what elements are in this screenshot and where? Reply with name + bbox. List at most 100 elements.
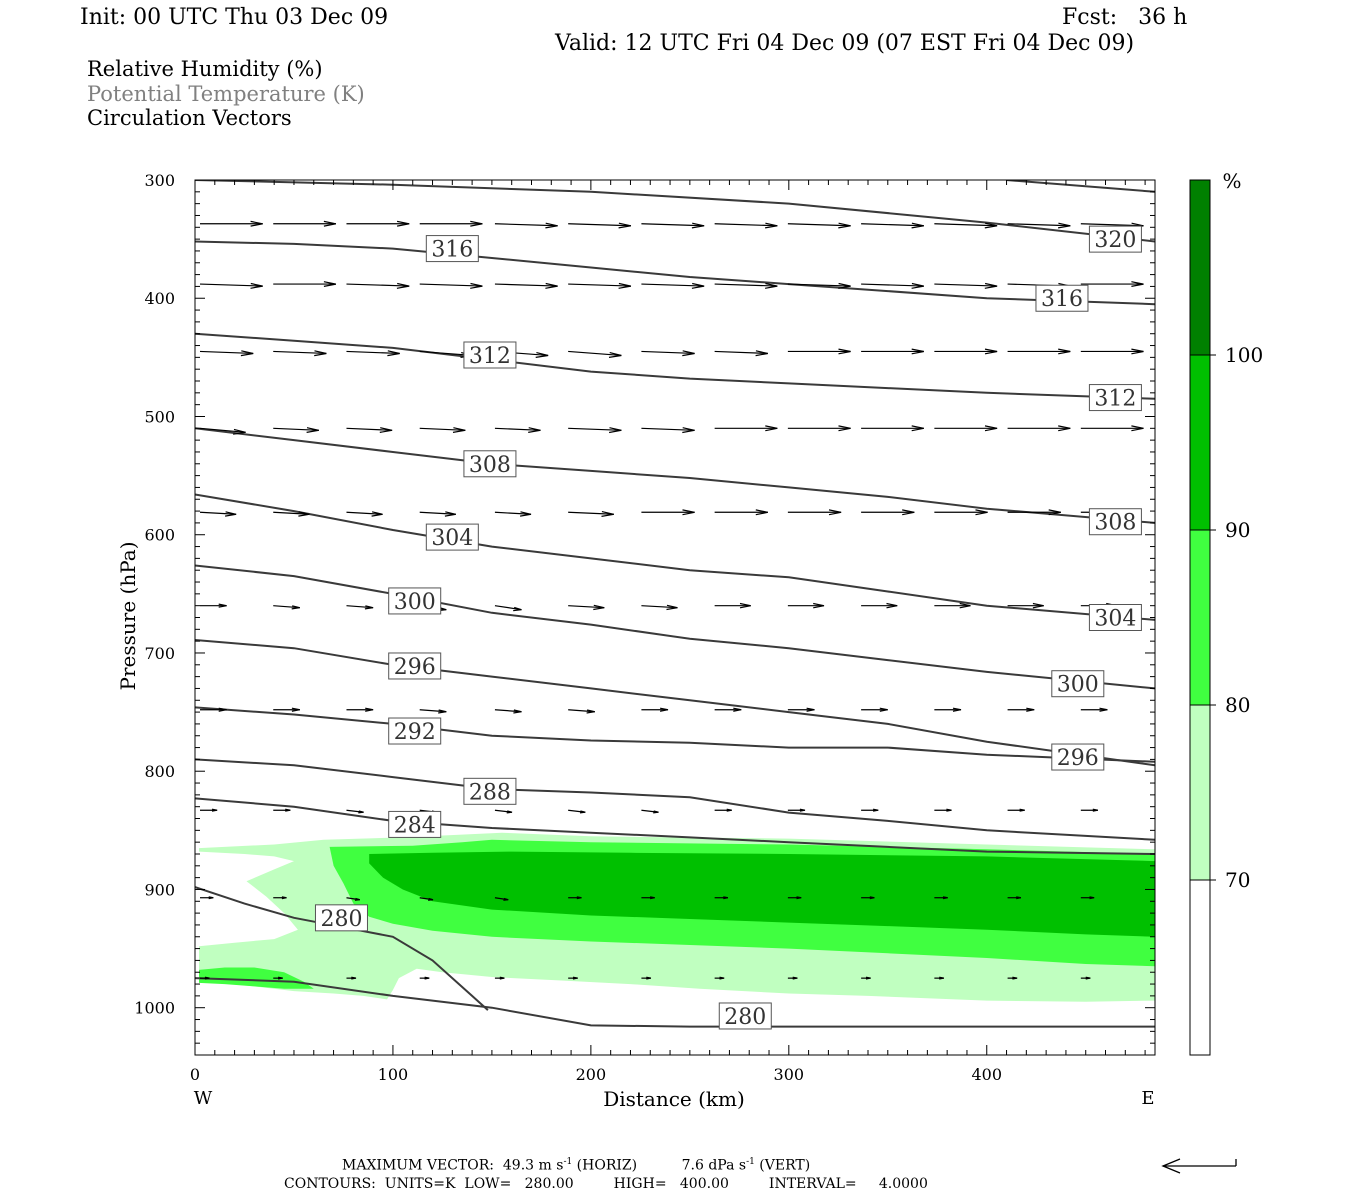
contour-label-text: 316 [431, 238, 473, 263]
circulation-vector [419, 976, 430, 980]
vector-shaft [861, 283, 924, 287]
circulation-vector [641, 976, 652, 980]
contour-label-box [718, 1002, 772, 1030]
circulation-vector [200, 603, 227, 608]
contour-label-text: 312 [1094, 387, 1136, 412]
vector-head [666, 604, 678, 611]
vector-shaft [419, 427, 466, 431]
vector-head [545, 222, 558, 229]
contour-label: 288 [463, 777, 517, 805]
contour-label: 316 [425, 235, 479, 263]
vector-head [1019, 808, 1025, 812]
circulation-vector [568, 350, 622, 358]
circulation-vector [494, 605, 522, 612]
contour-label-text: 308 [469, 453, 511, 478]
vector-head [233, 428, 246, 435]
theta-contour-320 [1006, 180, 1155, 193]
vector-shaft [199, 283, 263, 287]
vector-head [387, 350, 400, 357]
vector-head [838, 222, 851, 229]
x-tick-label: 300 [774, 1065, 805, 1084]
vector-head [765, 425, 778, 432]
colorbar-label: 100 [1225, 343, 1263, 367]
circulation-vector [568, 709, 595, 714]
vector-shaft [714, 283, 778, 287]
valid-time: Valid: 12 UTC Fri 04 Dec 09 (07 EST Fri … [555, 31, 1135, 56]
circulation-vector [1080, 425, 1144, 432]
contour-label-box [388, 717, 442, 745]
vector-head [208, 896, 214, 900]
vector-head [1099, 707, 1108, 712]
circulation-vector [861, 222, 924, 229]
vector-head [869, 896, 875, 900]
circulation-vector [346, 809, 364, 814]
vector-head [506, 810, 513, 814]
vector-shaft [568, 223, 631, 227]
circulation-vector [273, 281, 337, 287]
vector-head [1131, 281, 1144, 287]
contour-label-text: 284 [394, 813, 436, 838]
vector-head [545, 282, 558, 289]
reference-vector [1161, 1158, 1237, 1174]
circulation-vector [273, 808, 291, 812]
circulation-vector [1080, 281, 1144, 287]
vector-shaft [273, 427, 319, 431]
vector-shaft [419, 511, 456, 515]
rh-region-90 [369, 851, 1155, 937]
vector-shaft [568, 511, 614, 515]
vector-head [1089, 896, 1095, 900]
vector-head [285, 808, 291, 812]
rh-region-80 [199, 967, 314, 989]
x-tick-label: 400 [971, 1065, 1002, 1084]
vector-shaft [419, 283, 483, 287]
vector-head [1026, 707, 1035, 712]
forecast-hour: Fcst: 36 h [1062, 5, 1188, 30]
vector-shaft [346, 511, 383, 515]
circulation-vector [273, 976, 283, 980]
circulation-vector [861, 602, 898, 609]
contour-label-box [388, 587, 442, 615]
init-time: Init: 00 UTC Thu 03 Dec 09 [80, 5, 389, 30]
colorbar-unit: % [1222, 169, 1241, 193]
vector-head [911, 222, 924, 229]
circulation-vector [1007, 602, 1044, 609]
vector-head [1057, 222, 1071, 229]
circulation-vector [861, 509, 915, 516]
contour-label: 304 [425, 523, 479, 551]
circulation-vector [568, 896, 582, 900]
y-axis-label: Pressure (hPa) [116, 542, 140, 691]
vector-shaft [714, 223, 778, 227]
vector-head [984, 425, 998, 432]
vector-head [1048, 509, 1061, 516]
contour-label: 316 [1035, 284, 1089, 312]
contour-label-box [1088, 384, 1142, 412]
vector-head [691, 282, 705, 289]
vector-shaft [273, 605, 300, 609]
vector-head [813, 602, 825, 609]
circulation-vector [714, 707, 742, 712]
circulation-vector [861, 976, 871, 980]
circulation-vector [273, 220, 337, 227]
rh-shading [199, 832, 1155, 1002]
vector-shaft [641, 223, 705, 227]
contour-label-box [388, 810, 442, 838]
vector-head [306, 427, 319, 433]
circulation-vector [861, 282, 924, 289]
circulation-vector [934, 808, 952, 812]
vector-head [1092, 808, 1099, 812]
vector-head [1032, 602, 1044, 609]
vector-head [323, 220, 337, 227]
circulation-vector [787, 282, 851, 289]
vector-shaft [568, 350, 622, 357]
vector-head [250, 220, 263, 227]
vector-head [470, 282, 483, 289]
vector-head [911, 282, 924, 289]
x-axis-label: Distance (km) [603, 1087, 745, 1111]
circulation-vector [934, 602, 971, 609]
contour-label: 300 [388, 587, 442, 615]
vector-shaft [199, 350, 254, 355]
circulation-vector [714, 222, 778, 229]
circulation-vector [934, 282, 998, 289]
circulation-vector [568, 282, 632, 289]
vector-head [879, 707, 888, 712]
